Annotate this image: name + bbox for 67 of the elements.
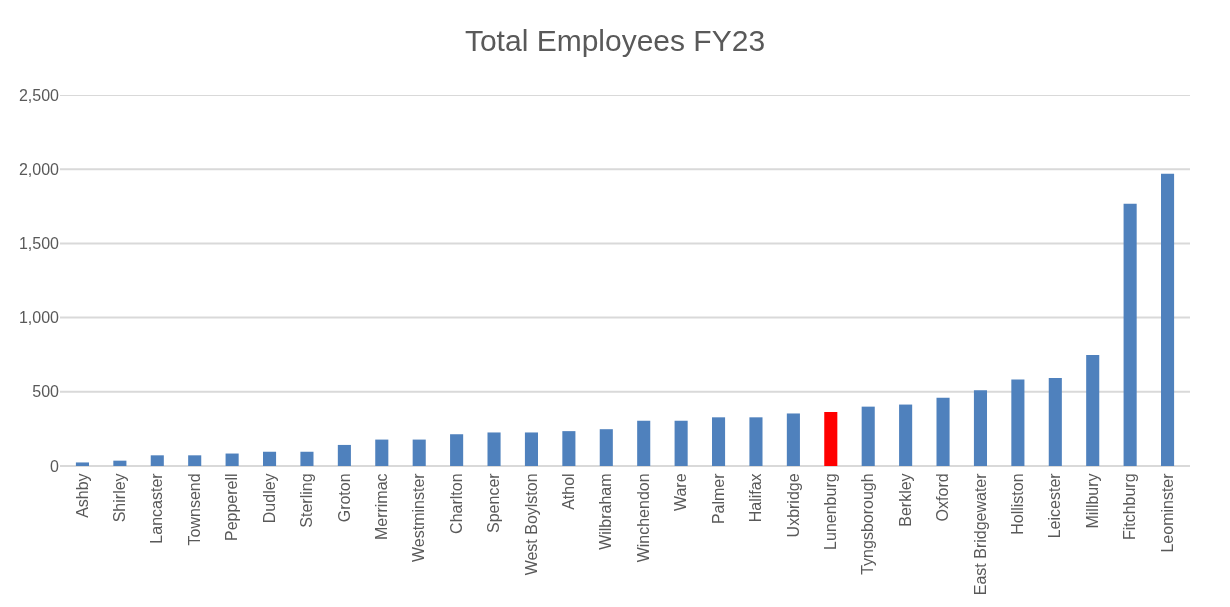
x-tick-label: Oxford [934,473,952,522]
x-tick-label: Fitchburg [1121,473,1139,541]
x-tick-label: Leominster [1158,472,1176,553]
x-tick-label: Ware [672,473,690,512]
bar [599,429,613,466]
bar [337,444,351,466]
bar [375,439,389,466]
bar [1161,173,1175,466]
bar [674,420,688,466]
x-tick-label: Groton [335,473,353,523]
x-tick-label: Tyngsborough [859,473,877,575]
y-tick-label: 1,500 [18,235,60,252]
x-tick-label: Millbury [1083,473,1101,529]
bar [1011,379,1025,466]
y-tick-label: 500 [32,383,60,401]
x-tick-label: Lancaster [148,472,166,544]
bar [1123,203,1137,466]
bar [1086,355,1100,466]
x-tick-label: Halifax [747,473,765,523]
bar [786,413,800,466]
x-tick-label: Sterling [298,473,316,528]
bar [1048,378,1062,466]
x-tick-label: Lunenburg [821,473,839,550]
x-tick-label: Merrimac [372,473,390,541]
bar [749,417,763,466]
bar [936,397,950,466]
x-tick-label: Dudley [260,473,278,524]
chart-title: Total Employees FY23 [464,24,766,58]
bar [412,439,426,466]
bar [562,431,576,466]
x-tick-label: Palmer [709,472,727,525]
y-tick-label: 2,500 [18,86,60,104]
bar [487,432,501,466]
bar [824,411,838,466]
bar [113,460,127,466]
y-tick-label: 1,000 [18,309,60,327]
bar [450,434,464,466]
bar [150,455,164,466]
x-tick-label: Athol [560,473,578,510]
bar [637,420,651,466]
x-tick-label: Holliston [1009,473,1027,535]
x-tick-label: Shirley [111,473,129,523]
x-tick-label: Pepperell [223,473,241,542]
x-tick-label: Berkley [896,473,914,527]
bar [973,390,988,466]
bar [861,406,875,466]
bar [225,453,239,466]
x-tick-label: Ashby [73,473,91,518]
bar [899,404,913,466]
bar [712,417,726,466]
bar [75,462,89,466]
y-tick-label: 2,000 [18,160,60,178]
bar [262,451,277,466]
x-tick-label: Westminster [410,472,428,563]
x-tick-label: Spencer [485,472,503,533]
x-tick-label: East Bridgewater [971,472,989,596]
bar [524,432,538,466]
x-tick-label: Leicester [1046,472,1064,539]
bar [300,451,314,466]
x-tick-label: West Boylston [522,473,540,576]
x-tick-label: Winchendon [634,473,652,563]
bar [188,455,202,466]
x-tick-label: Uxbridge [784,473,802,538]
x-tick-label: Wilbraham [597,473,615,550]
x-tick-label: Townsend [185,473,203,546]
x-tick-label: Charlton [447,473,465,534]
y-tick-label: 0 [50,457,60,475]
